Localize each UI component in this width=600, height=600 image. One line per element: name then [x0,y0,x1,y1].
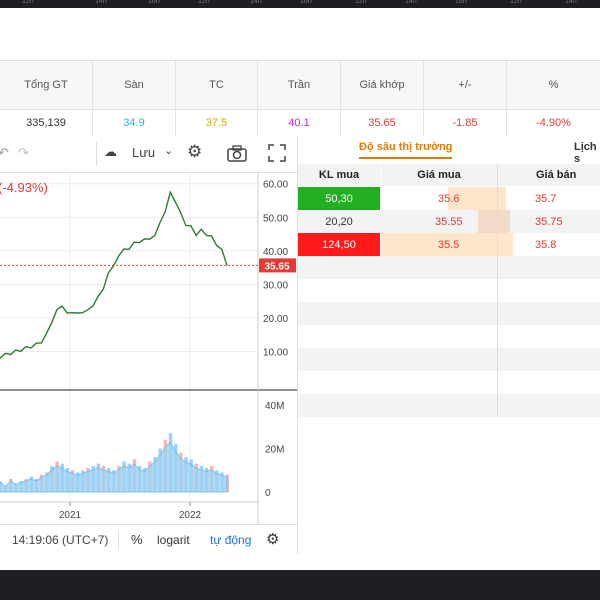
divider [96,142,97,166]
price-col-value: 34.9 [123,117,145,129]
redo-icon[interactable]: ↷ [18,145,29,160]
buy-volume: 20,20 [325,215,353,228]
price-col-value: 335,139 [26,117,66,129]
price-tick-label: 10.00 [263,347,288,358]
date-tick-label: 2022 [179,510,202,521]
fullscreen-icon[interactable] [268,144,286,162]
empty-row [298,348,600,371]
volume-tick-label: 0 [265,488,271,499]
market-depth-panel: Độ sâu thị trường Lịch s KL mua Giá mua … [298,136,600,554]
sell-price: 35.8 [535,238,557,251]
depth-bar [381,233,513,256]
gear-icon[interactable]: ⚙ [266,531,280,548]
tab-history[interactable]: Lịch s [574,141,597,165]
volume-average [0,441,228,493]
depth-row: 124,50 35.5 35.8 [298,233,600,256]
volume-tick-label: 40M [265,401,284,412]
price-col-value: 40.1 [288,117,310,129]
cloud-icon: ☁ [104,144,117,159]
price-tick-label: 60.00 [263,180,288,191]
price-col-floor: Sàn 34.9 [93,61,176,137]
price-col-change: +/- -1.85 [424,61,507,137]
header-sell-price: Giá bán [498,164,600,186]
date-tick-label: 2021 [59,510,82,521]
depth-row: 50,30 35.6 35.7 [298,187,600,210]
time-tick: 12h [355,0,367,5]
column-divider [497,164,498,416]
volume-tick-label: 20M [265,444,284,455]
time-tick: 16h [148,0,160,5]
sell-price: 35.75 [535,215,563,228]
depth-tabs: Độ sâu thị trường Lịch s [298,136,600,165]
price-tick-label: 30.00 [263,280,288,291]
price-tick-label: 40.00 [263,247,288,258]
gear-icon[interactable]: ⚙ [187,142,203,161]
price-tick-label: 20.00 [263,314,288,325]
percent-scale-button[interactable]: % [131,532,143,547]
chevron-down-icon[interactable]: ⌄ [164,145,174,157]
price-col-header: Giá khớp [341,61,423,110]
price-col-match: Giá khớp 35.65 [341,61,424,137]
time-tick: 16h [455,0,467,5]
header-buy-price: Giá mua [381,164,497,186]
buy-volume: 124,50 [298,233,380,256]
price-col-value: 35.65 [368,117,396,129]
price-col-header: Sàn [93,61,175,110]
time-tick: 12h [198,0,210,5]
chart-bottom-bar: 14:19:06 (UTC+7) % logarit tự động ⚙ [0,524,297,555]
log-scale-button[interactable]: logarit [157,533,190,547]
buy-price: 35.55 [435,215,463,228]
tab-market-depth[interactable]: Độ sâu thị trường [359,141,453,159]
price-col-header: % [507,61,600,110]
blank-area [0,8,600,60]
sell-price: 35.7 [535,192,557,205]
price-col-total: Tổng GT 335,139 [0,61,93,137]
buy-price: 35.6 [438,192,460,205]
header-buy-volume: KL mua [298,164,380,186]
price-col-value: -1.85 [452,117,478,129]
last-price-label: 35.65 [264,261,289,272]
depth-row: 20,20 35.55 35.75 [298,210,600,233]
depth-bar [448,187,506,210]
price-col-header: Trần [258,61,340,110]
depth-bar [478,210,510,233]
price-col-reference: TC 37.5 [176,61,258,137]
save-button[interactable]: Lưu [132,145,156,160]
price-tick-label: 50.00 [263,213,288,224]
time-tick: 14h [565,0,577,5]
price-table: Tổng GT 335,139 Sàn 34.9 TC 37.5 Trần 40… [0,60,600,138]
price-col-value: -4.90% [536,117,571,129]
empty-row [298,302,600,325]
camera-icon[interactable] [227,145,247,162]
empty-row [298,394,600,417]
price-col-value: 37.5 [205,117,228,129]
price-col-header: TC [176,61,257,110]
time-tick: 12h [22,0,34,5]
auto-scale-button[interactable]: tự động [210,533,252,547]
change-percent-label: (-4.93%) [0,180,48,195]
bottom-bar [0,570,600,600]
buy-price: 35.5 [438,238,460,251]
price-chart[interactable]: 10.00 20.00 30.00 40.00 50.00 60.00 40M 20M 0 2… [0,172,297,524]
chart-grid [0,172,258,502]
time-tick: 12h [510,0,522,5]
chart-panel: ↶ ↷ ☁ Lưu ⌄ ⚙ 10.00 20.00 30.00 40.00 50.00 6… [0,136,298,554]
clock-readout: 14:19:06 (UTC+7) [12,533,109,547]
price-col-header: Tổng GT [0,61,92,110]
buy-volume: 50,30 [298,187,380,210]
last-price-badge [259,258,296,273]
divider [118,531,119,549]
top-time-axis: 12h 14h 16h 12h 14h 16h 12h 14h 16h 12h … [0,0,600,8]
undo-icon[interactable]: ↶ [0,145,9,160]
time-tick: 14h [95,0,107,5]
price-col-ceiling: Trần 40.1 [258,61,341,137]
price-col-header: +/- [424,61,506,110]
time-tick: 14h [405,0,417,5]
time-tick: 14h [250,0,262,5]
time-tick: 16h [300,0,312,5]
price-series-line [0,190,228,359]
price-col-percent: % -4.90% [507,61,600,137]
empty-row [298,256,600,279]
chart-toolbar: ↶ ↷ ☁ Lưu ⌄ ⚙ [0,136,297,173]
